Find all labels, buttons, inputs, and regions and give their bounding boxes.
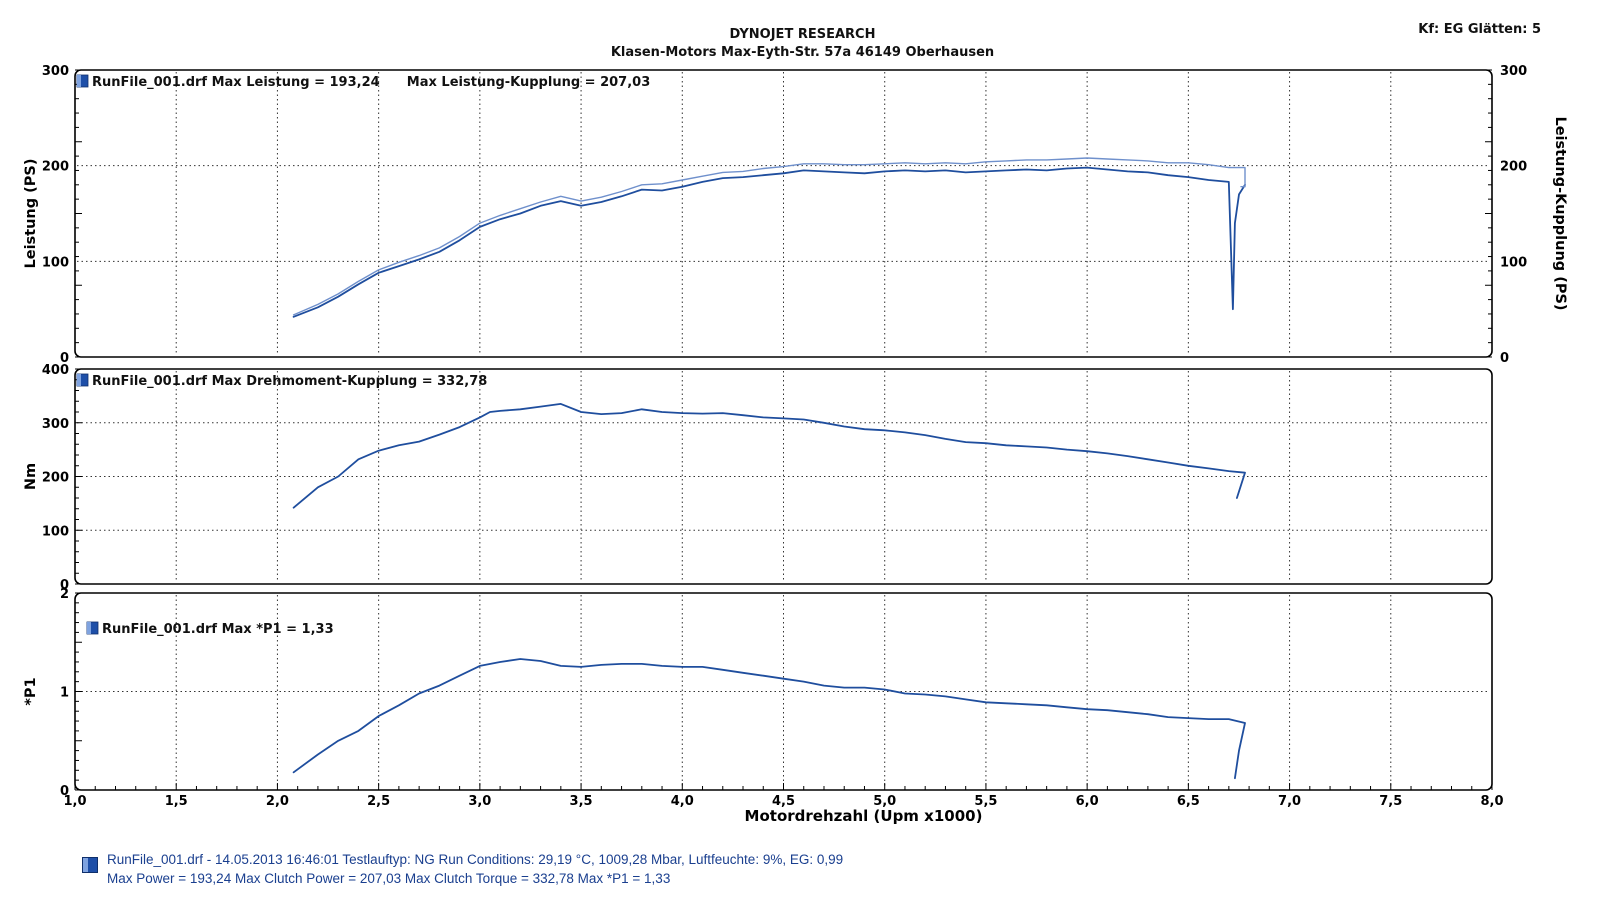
panel-3: 0 1 2 *P1 RunFile_001.drf Max *P1 = 1,33 1,0 1… (23, 587, 1504, 825)
x-tick-label: 6,0 (1076, 794, 1099, 809)
y-tick-label: 100 (42, 524, 69, 539)
settings-label: Kf: EG Glätten: 5 (1418, 22, 1541, 37)
y-axis-label: Nm (23, 463, 39, 490)
y-tick-label: 0 (60, 784, 69, 799)
report-title: DYNOJET RESEARCH (729, 27, 876, 42)
y-right-tick-label: 300 (1500, 64, 1527, 79)
x-tick-label: 3,0 (468, 794, 491, 809)
report-subtitle: Klasen-Motors Max-Eyth-Str. 57a 46149 Ob… (610, 45, 995, 60)
x-axis-label: Motordrehzahl (Upm x1000) (745, 807, 983, 825)
x-tick-label: 8,0 (1480, 794, 1503, 809)
y-right-tick-label: 0 (1500, 351, 1509, 366)
y-axis-right-label: Leistung-Kupplung (PS) (1552, 116, 1568, 310)
x-tick-label: 1,0 (63, 794, 86, 809)
max-values-text: Max Power = 193,24 Max Clutch Power = 20… (107, 871, 671, 886)
series-line-1 (292, 166, 1246, 318)
panel-1: 0 100 200 300 0 100 200 300 Leistung-Kupplung (P… (23, 64, 1568, 366)
run-file-icon (82, 857, 98, 873)
panel-2: 0 100 200 300 400 Nm RunFile_001.drf Max Drehm… (23, 363, 1493, 593)
y-tick-label: 2 (60, 587, 69, 602)
y-axis-label: Leistung (PS) (23, 158, 39, 268)
x-tick-label: 5,0 (873, 794, 896, 809)
y-tick-label: 0 (60, 351, 69, 366)
y-tick-label: 0 (60, 578, 69, 593)
y-tick-label: 300 (42, 417, 69, 432)
legend-label: RunFile_001.drf Max Drehmoment-Kupplung … (92, 374, 487, 389)
legend-swatch-highlight (77, 374, 81, 386)
run-conditions-text: RunFile_001.drf - 14.05.2013 16:46:01 Te… (107, 852, 844, 867)
y-tick-label: 1 (60, 686, 69, 701)
x-tick-label: 7,0 (1278, 794, 1301, 809)
x-tick-label: 5,5 (974, 794, 997, 809)
y-tick-label: 200 (42, 160, 69, 175)
x-tick-label: 4,5 (772, 794, 795, 809)
x-tick-label: 4,0 (671, 794, 694, 809)
series-line-1 (292, 402, 1246, 509)
x-tick-label: 2,5 (367, 794, 390, 809)
y-right-tick-label: 100 (1500, 255, 1527, 270)
y-tick-label: 200 (42, 471, 69, 486)
series-line-1 (292, 658, 1246, 780)
y-tick-label: 100 (42, 255, 69, 270)
legend-label: RunFile_001.drf Max *P1 = 1,33 (102, 622, 334, 637)
legend-swatch-highlight (77, 75, 81, 87)
x-tick-label: 1,5 (165, 794, 188, 809)
x-tick-label: 7,5 (1379, 794, 1402, 809)
y-right-tick-label: 200 (1500, 160, 1527, 175)
y-axis-label: *P1 (23, 677, 39, 705)
legend-label: RunFile_001.drf Max Leistung = 193,24 Ma… (92, 75, 650, 90)
series-line-2 (292, 157, 1246, 316)
y-tick-label: 400 (42, 363, 69, 378)
x-tick-label: 2,0 (266, 794, 289, 809)
y-tick-label: 300 (42, 64, 69, 79)
x-tick-label: 3,5 (570, 794, 593, 809)
legend-swatch-highlight (87, 622, 91, 634)
x-tick-label: 6,5 (1177, 794, 1200, 809)
